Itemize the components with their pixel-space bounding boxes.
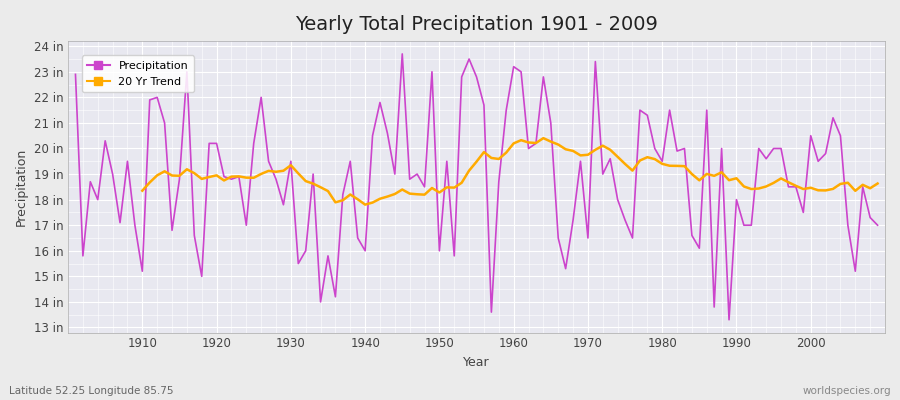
Title: Yearly Total Precipitation 1901 - 2009: Yearly Total Precipitation 1901 - 2009: [295, 15, 658, 34]
Text: worldspecies.org: worldspecies.org: [803, 386, 891, 396]
Precipitation: [397, 52, 408, 56]
20 Yr Trend: [598, 143, 608, 148]
Precipitation: [338, 192, 348, 197]
Y-axis label: Precipitation: Precipitation: [15, 148, 28, 226]
Precipitation: [872, 223, 883, 228]
Precipitation: [605, 156, 616, 161]
20 Yr Trend: [500, 150, 511, 155]
20 Yr Trend: [292, 171, 303, 176]
Precipitation: [724, 317, 734, 322]
20 Yr Trend: [338, 198, 348, 203]
Precipitation: [130, 223, 140, 228]
Text: Latitude 52.25 Longitude 85.75: Latitude 52.25 Longitude 85.75: [9, 386, 174, 396]
Precipitation: [292, 261, 303, 266]
Precipitation: [508, 64, 519, 69]
X-axis label: Year: Year: [464, 356, 490, 369]
20 Yr Trend: [508, 141, 519, 146]
20 Yr Trend: [872, 181, 883, 186]
Precipitation: [70, 72, 81, 77]
Legend: Precipitation, 20 Yr Trend: Precipitation, 20 Yr Trend: [82, 56, 194, 92]
Line: 20 Yr Trend: 20 Yr Trend: [142, 138, 878, 205]
Line: Precipitation: Precipitation: [76, 54, 878, 320]
Precipitation: [516, 69, 526, 74]
